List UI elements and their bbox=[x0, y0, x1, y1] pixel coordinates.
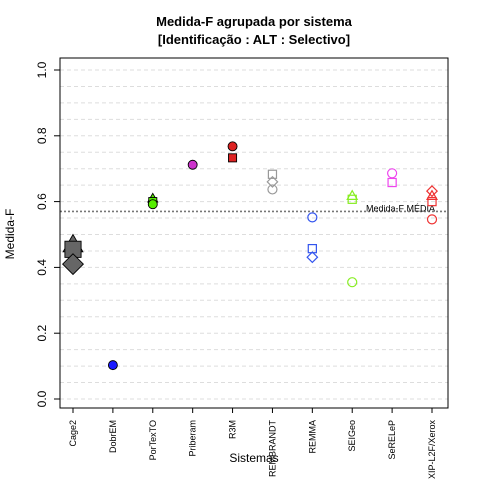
point-circle bbox=[347, 277, 358, 288]
reference-line-group: Medida-F MÉDIA bbox=[60, 203, 448, 213]
point-square bbox=[427, 196, 437, 207]
x-axis-label: Sistemas bbox=[229, 451, 278, 465]
x-tick-label: R3M bbox=[228, 420, 238, 439]
point-square bbox=[387, 177, 397, 188]
data-points bbox=[62, 141, 439, 371]
y-axis: 0.0 0.2 0.4 0.6 0.8 1.0 bbox=[35, 61, 60, 407]
point-square bbox=[267, 169, 278, 179]
y-tick-label: 0.8 bbox=[35, 127, 49, 144]
x-tick-label: SeRELeP bbox=[387, 420, 397, 460]
x-tick-label: SEIGeo bbox=[347, 420, 357, 452]
x-axis: Cage2 DobrEM PorTexTO Priberam R3M REMBRANDT R… bbox=[68, 408, 437, 479]
x-tick-label: PorTexTO bbox=[148, 420, 158, 460]
point-circle bbox=[267, 184, 278, 195]
y-tick-label: 1.0 bbox=[35, 61, 49, 78]
x-tick-label: Cage2 bbox=[68, 420, 78, 447]
plot-frame bbox=[59, 57, 449, 409]
point-square bbox=[347, 194, 357, 204]
point-diamond bbox=[306, 251, 319, 264]
x-tick-label: REMBRANDT bbox=[267, 420, 277, 478]
x-tick-label: DobrEM bbox=[108, 420, 118, 453]
point-circle bbox=[307, 212, 318, 223]
point-diamond bbox=[62, 253, 84, 276]
point-triangle bbox=[426, 189, 438, 200]
point-square bbox=[228, 153, 238, 163]
y-tick-label: 0.0 bbox=[35, 390, 49, 407]
grid-lines bbox=[60, 69, 448, 400]
point-circle bbox=[107, 360, 118, 371]
point-circle bbox=[147, 199, 158, 210]
y-tick-label: 0.4 bbox=[35, 259, 49, 276]
point-circle bbox=[387, 168, 398, 179]
x-tick-label: Priberam bbox=[188, 420, 198, 457]
chart-title: Medida-F agrupada por sistema bbox=[156, 14, 353, 29]
point-circle bbox=[227, 141, 238, 152]
point-circle bbox=[426, 214, 438, 225]
y-tick-label: 0.2 bbox=[35, 325, 49, 342]
point-circle bbox=[187, 159, 198, 170]
x-tick-label: REMMA bbox=[307, 420, 317, 454]
x-tick-label: XIP-L2F/Xerox bbox=[427, 420, 437, 480]
y-axis-label: Medida-F bbox=[3, 209, 17, 260]
chart-subtitle: [Identificação : ALT : Selectivo] bbox=[158, 32, 350, 47]
reference-line-label: Medida-F MÉDIA bbox=[366, 203, 435, 213]
point-diamond bbox=[425, 185, 439, 198]
y-tick-label: 0.6 bbox=[35, 193, 49, 210]
point-diamond bbox=[266, 175, 279, 188]
